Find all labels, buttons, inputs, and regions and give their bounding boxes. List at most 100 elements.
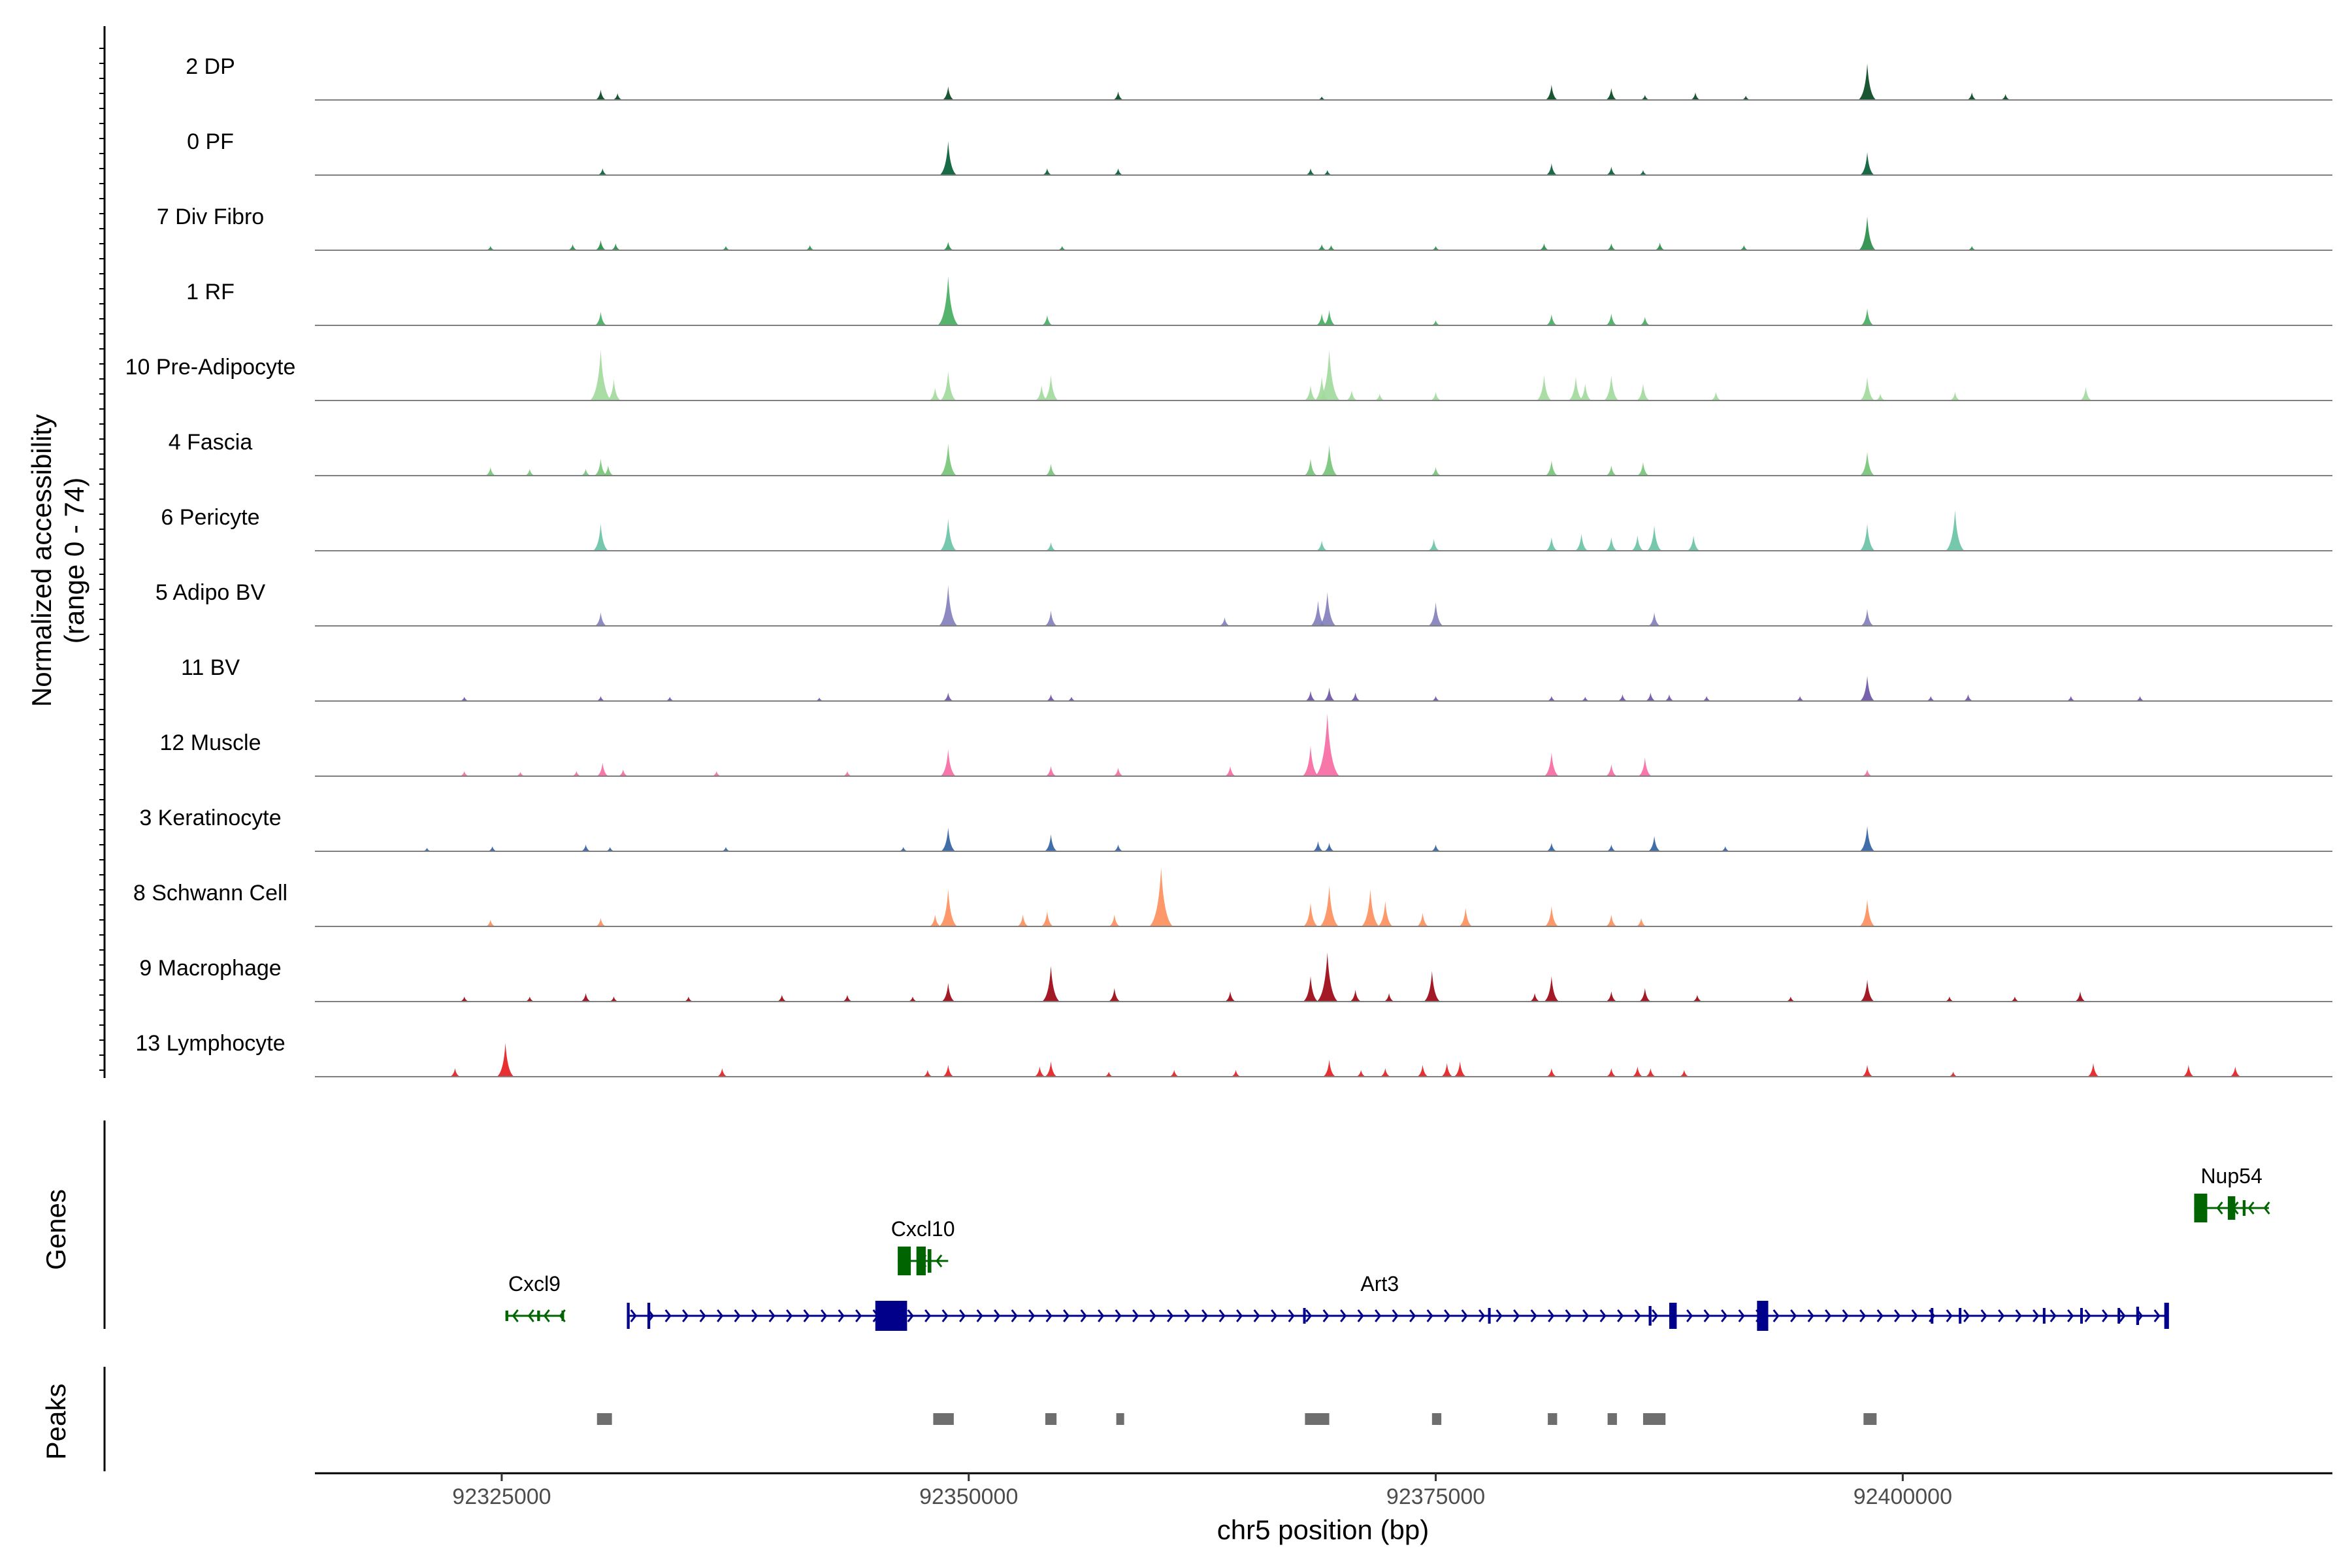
accessibility-peak: [1785, 996, 1796, 1002]
accessibility-peak: [1639, 988, 1652, 1002]
accessibility-peak: [1859, 899, 1876, 926]
accessibility-peak: [1045, 463, 1057, 476]
accessibility-peak: [664, 696, 676, 701]
strand-arrow: [2247, 1201, 2255, 1215]
track-label: 4 Fascia: [169, 430, 253, 455]
track-label: 13 Lymphocyte: [135, 1031, 285, 1056]
accessibility-peak: [1644, 1068, 1656, 1077]
accessibility-peak: [1944, 996, 1955, 1002]
strand-arrow: [1876, 1309, 1884, 1322]
accessibility-peak: [1044, 610, 1058, 626]
strand-arrow: [664, 1309, 672, 1322]
strand-arrow: [1894, 1309, 1901, 1322]
strand-arrow: [907, 1309, 914, 1322]
accessibility-peak: [1361, 889, 1380, 926]
accessibility-peak: [1605, 167, 1617, 175]
accessibility-peak: [610, 243, 621, 250]
accessibility-peak: [1605, 1068, 1617, 1077]
strand-arrow: [682, 1309, 689, 1322]
accessibility-peak: [1605, 537, 1618, 551]
accessibility-peak: [606, 379, 621, 400]
accessibility-peak: [1859, 451, 1875, 476]
strand-arrow: [976, 1309, 983, 1322]
strand-arrow: [1115, 1309, 1122, 1322]
accessibility-peak: [1303, 459, 1318, 476]
peak-region: [1548, 1413, 1558, 1425]
track-6: 4 Fascia: [169, 430, 2332, 476]
accessibility-peak: [1859, 523, 1876, 551]
peak-region: [1642, 1413, 1666, 1425]
accessibility-peak: [1860, 308, 1874, 325]
strand-arrow: [1357, 1309, 1364, 1322]
strand-arrow: [1392, 1309, 1399, 1322]
strand-arrow: [941, 1309, 949, 1322]
accessibility-peak: [1544, 460, 1558, 476]
gene-exon: [1303, 1308, 1306, 1324]
strand-arrow: [543, 1309, 550, 1322]
strand-arrow: [2102, 1309, 2109, 1322]
accessibility-peak: [1035, 385, 1049, 400]
strand-arrow: [1461, 1309, 1468, 1322]
accessibility-peak: [567, 244, 578, 250]
gene-art3: Art3: [627, 1272, 2169, 1331]
accessibility-peak: [1316, 540, 1328, 551]
peak-region: [1431, 1413, 1442, 1425]
strand-arrow: [994, 1309, 1001, 1322]
accessibility-peak: [1654, 242, 1666, 250]
accessibility-peak: [941, 86, 955, 100]
accessibility-peak: [939, 443, 957, 476]
strand-arrow: [1963, 1309, 1970, 1322]
strand-arrow: [1634, 1309, 1641, 1322]
accessibility-peak: [1963, 694, 1974, 701]
accessibility-peak: [1617, 694, 1628, 701]
accessibility-peak: [1636, 384, 1650, 400]
accessibility-peak: [1605, 465, 1618, 476]
track-8: 5 Adipo BV: [155, 580, 2332, 627]
track-13: 9 Macrophage: [139, 952, 2332, 1002]
accessibility-peak: [1967, 246, 1977, 250]
accessibility-peak: [580, 993, 592, 1002]
accessibility-peak: [1323, 687, 1336, 701]
peak-region: [933, 1413, 954, 1425]
strand-arrow: [1478, 1309, 1486, 1322]
strand-arrow: [1530, 1309, 1537, 1322]
accessibility-peak: [1631, 535, 1644, 551]
gene-exon: [505, 1311, 508, 1321]
accessibility-peak: [1568, 376, 1584, 400]
strand-arrow: [1495, 1309, 1503, 1322]
gene-exon: [1757, 1301, 1769, 1331]
accessibility-peak: [589, 350, 612, 400]
accessibility-peak: [928, 387, 941, 400]
accessibility-peak: [1453, 1061, 1467, 1077]
track-12: 8 Schwann Cell: [133, 867, 2332, 927]
strand-arrow: [1790, 1309, 1797, 1322]
accessibility-peak: [922, 1070, 934, 1077]
accessibility-peak: [841, 771, 853, 776]
accessibility-peak: [2229, 1066, 2242, 1077]
accessibility-peak: [515, 772, 526, 776]
accessibility-peak: [1861, 1064, 1874, 1077]
strand-arrow: [1098, 1309, 1105, 1322]
track-label: 6 Pericyte: [161, 505, 259, 530]
strand-arrow: [1409, 1309, 1416, 1322]
accessibility-peak: [524, 996, 535, 1002]
accessibility-peak: [1318, 350, 1341, 400]
genes-panel-title: Genes: [41, 1189, 71, 1270]
accessibility-peak: [711, 771, 722, 776]
accessibility-peak: [1546, 1068, 1558, 1077]
strand-arrow: [1617, 1309, 1624, 1322]
accessibility-peak: [1859, 376, 1875, 400]
strand-arrow: [1807, 1309, 1814, 1322]
accessibility-peak: [2009, 996, 2020, 1002]
accessibility-peak: [449, 1068, 461, 1077]
track-label: 8 Schwann Cell: [133, 881, 287, 906]
strand-arrow: [959, 1309, 966, 1322]
accessibility-peak: [1416, 1064, 1429, 1077]
y-axis-title-range: (range 0 - 74): [59, 478, 90, 644]
track-label: 9 Macrophage: [139, 956, 281, 981]
gene-exon: [2242, 1200, 2246, 1216]
strand-arrow: [1444, 1309, 1451, 1322]
accessibility-peak: [1637, 462, 1650, 476]
strand-arrow: [527, 1309, 534, 1322]
accessibility-peak: [1949, 392, 1961, 400]
